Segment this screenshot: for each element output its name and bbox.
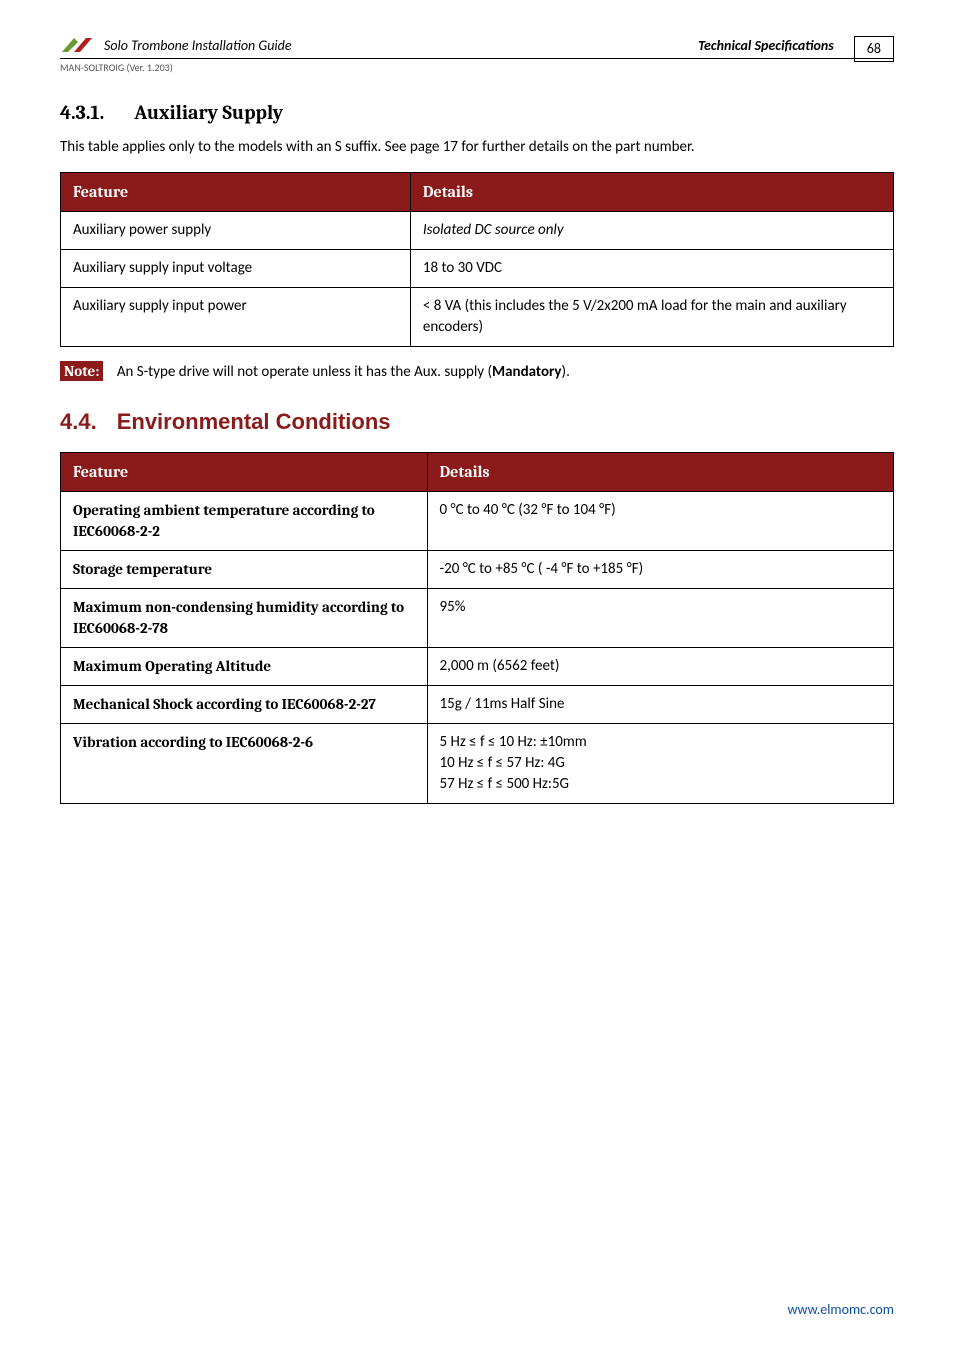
page-header: Solo Trombone Installation Guide Technic… bbox=[60, 30, 894, 59]
details-cell: Isolated DC source only bbox=[410, 211, 893, 249]
note-line: Note: An S-type drive will not operate u… bbox=[60, 361, 894, 383]
col-details: Details bbox=[410, 172, 893, 211]
spec-title: Technical Specifications bbox=[698, 36, 834, 56]
details-cell: -20 °C to +85 °C ( -4 °F to +185 °F) bbox=[427, 551, 893, 589]
details-cell: 5 Hz ≤ f ≤ 10 Hz: ±10mm 10 Hz ≤ f ≤ 57 H… bbox=[427, 724, 893, 804]
table-header-row: Feature Details bbox=[61, 172, 894, 211]
table-row: Mechanical Shock according to IEC60068-2… bbox=[61, 686, 894, 724]
feature-cell: Operating ambient temperature according … bbox=[61, 492, 428, 551]
section-431-title: Auxiliary Supply bbox=[134, 101, 283, 124]
guide-title: Solo Trombone Installation Guide bbox=[104, 36, 698, 56]
details-cell: 15g / 11ms Half Sine bbox=[427, 686, 893, 724]
section-431-number: 4.3.1. bbox=[60, 99, 104, 127]
page-number: 68 bbox=[854, 36, 894, 62]
feature-cell: Storage temperature bbox=[61, 551, 428, 589]
feature-cell: Auxiliary power supply bbox=[61, 211, 411, 249]
note-text-prefix: An S-type drive will not operate unless … bbox=[117, 363, 492, 381]
feature-cell: Vibration according to IEC60068-2-6 bbox=[61, 724, 428, 804]
col-feature: Feature bbox=[61, 452, 428, 491]
table-row: Auxiliary supply input power < 8 VA (thi… bbox=[61, 287, 894, 346]
feature-cell: Auxiliary supply input power bbox=[61, 287, 411, 346]
feature-cell: Auxiliary supply input voltage bbox=[61, 249, 411, 287]
feature-cell: Maximum Operating Altitude bbox=[61, 648, 428, 686]
version-text: MAN-SOLTROIG (Ver. 1.203) bbox=[60, 61, 894, 75]
environmental-table: Feature Details Operating ambient temper… bbox=[60, 452, 894, 804]
details-cell: 2,000 m (6562 feet) bbox=[427, 648, 893, 686]
col-feature: Feature bbox=[61, 172, 411, 211]
col-details: Details bbox=[427, 452, 893, 491]
section-44-number: 4.4. bbox=[60, 409, 97, 434]
note-bold: Mandatory bbox=[492, 363, 562, 381]
details-cell: 0 °C to 40 °C (32 °F to 104 °F) bbox=[427, 492, 893, 551]
note-text-suffix: ). bbox=[562, 363, 570, 381]
footer-link[interactable]: www.elmomc.com bbox=[787, 1300, 894, 1320]
section-431-intro: This table applies only to the models wi… bbox=[60, 137, 894, 158]
note-label: Note: bbox=[60, 361, 103, 381]
section-44-title: Environmental Conditions bbox=[117, 409, 391, 434]
details-cell: 95% bbox=[427, 589, 893, 648]
details-cell: 18 to 30 VDC bbox=[410, 249, 893, 287]
table-row: Maximum non-condensing humidity accordin… bbox=[61, 589, 894, 648]
table-row: Storage temperature -20 °C to +85 °C ( -… bbox=[61, 551, 894, 589]
table-row: Auxiliary power supply Isolated DC sourc… bbox=[61, 211, 894, 249]
logo-icon bbox=[60, 34, 94, 56]
feature-cell: Maximum non-condensing humidity accordin… bbox=[61, 589, 428, 648]
table-row: Maximum Operating Altitude 2,000 m (6562… bbox=[61, 648, 894, 686]
section-44-heading: 4.4. Environmental Conditions bbox=[60, 407, 894, 438]
auxiliary-supply-table: Feature Details Auxiliary power supply I… bbox=[60, 172, 894, 347]
table-row: Auxiliary supply input voltage 18 to 30 … bbox=[61, 249, 894, 287]
table-row: Vibration according to IEC60068-2-6 5 Hz… bbox=[61, 724, 894, 804]
table-row: Operating ambient temperature according … bbox=[61, 492, 894, 551]
details-cell: < 8 VA (this includes the 5 V/2x200 mA l… bbox=[410, 287, 893, 346]
table-header-row: Feature Details bbox=[61, 452, 894, 491]
feature-cell: Mechanical Shock according to IEC60068-2… bbox=[61, 686, 428, 724]
section-431-heading: 4.3.1. Auxiliary Supply bbox=[60, 99, 894, 127]
